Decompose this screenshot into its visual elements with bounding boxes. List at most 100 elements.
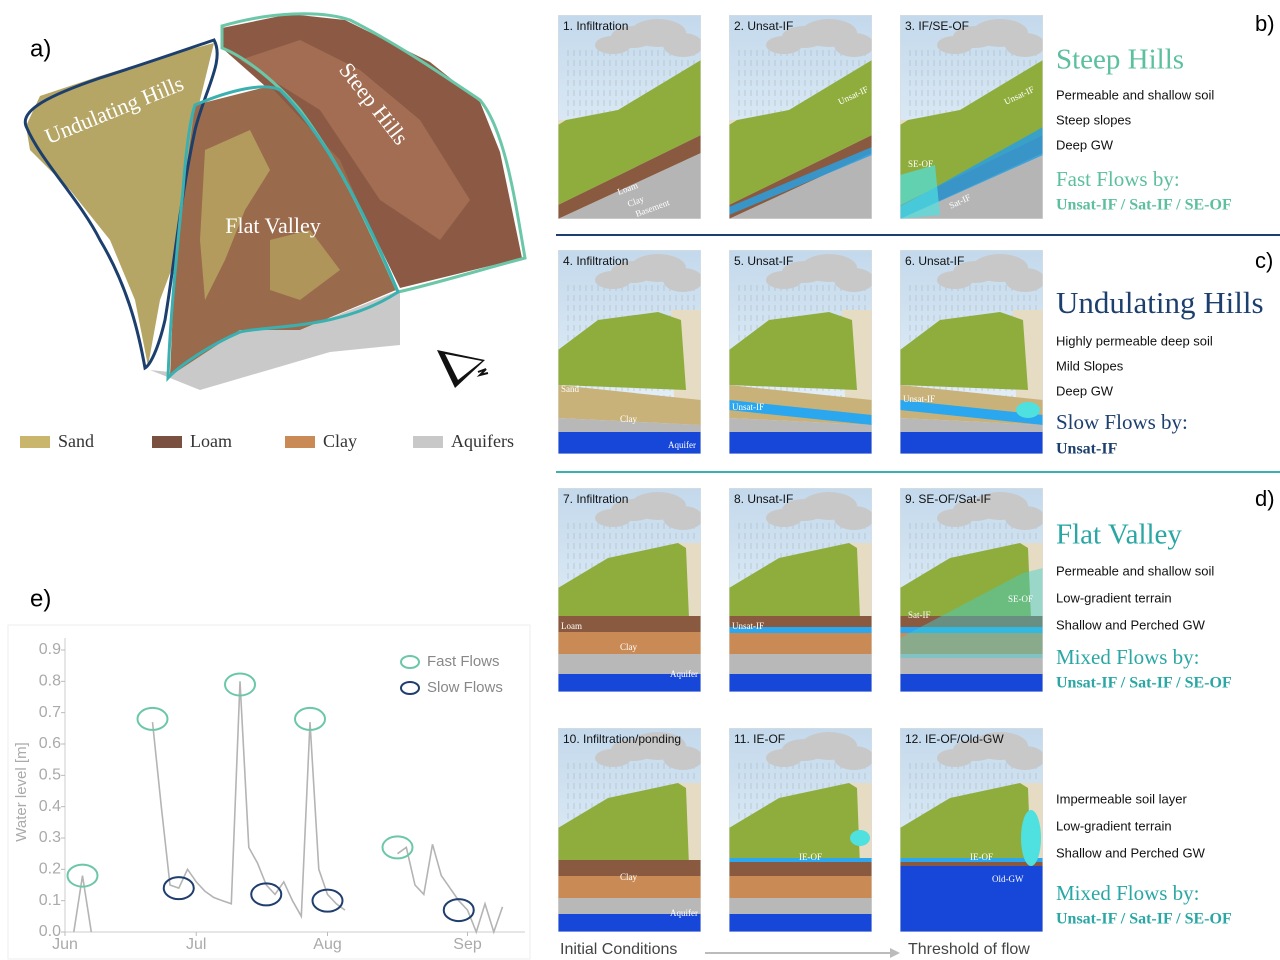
flows: Unsat-IF (1056, 441, 1118, 458)
process-panel: 10. Infiltration/ponding Clay Aquifer (558, 728, 701, 932)
cloud (663, 746, 701, 770)
cloud (937, 36, 973, 54)
sand-layer (558, 385, 701, 425)
property: Highly permeable deep soil (1056, 333, 1213, 348)
y-tick-label: 0.1 (39, 892, 61, 909)
panel-title: 6. Unsat-IF (905, 254, 964, 268)
cloud (595, 749, 631, 767)
cloud (595, 509, 631, 527)
process-panel: 6. Unsat-IF Unsat-IF (900, 250, 1043, 454)
hill (558, 543, 689, 618)
cloud (766, 509, 802, 527)
hill (900, 312, 1028, 390)
hill (729, 60, 872, 205)
process-panel: 9. SE-OF/Sat-IF Sat-IF SE-OF (900, 488, 1043, 692)
y-tick-label: 0.9 (39, 641, 61, 658)
flow-label: Clay (620, 872, 637, 882)
ponding (900, 858, 1043, 862)
flow-event-marker (311, 888, 344, 913)
process-panel: 7. Infiltration Loam Clay Aquifer (558, 488, 701, 692)
loam-layer (729, 860, 872, 876)
property: Shallow and Perched GW (1056, 617, 1206, 632)
undulating-terrain (26, 43, 214, 366)
panel-title: 4. Infiltration (563, 254, 628, 268)
cloud (595, 271, 631, 289)
flows-title: Mixed Flows by: (1056, 645, 1200, 669)
steep-outline (220, 12, 527, 294)
water (729, 400, 872, 425)
clay-layer (558, 632, 701, 654)
clay-layer (729, 876, 872, 898)
legend-swatch (285, 436, 315, 448)
seepage (1021, 810, 1041, 866)
legend-label: Sand (58, 431, 94, 451)
property: Steep slopes (1056, 112, 1132, 127)
valley-sand (200, 130, 270, 300)
cloud (766, 749, 802, 767)
flow-label: Clay (620, 414, 637, 424)
aquifer (729, 898, 872, 918)
water (900, 400, 1043, 425)
north-arrow-inner (445, 354, 482, 380)
flow-event-marker (381, 835, 414, 860)
valley-outline (166, 85, 400, 382)
legend-label: Aquifers (451, 431, 514, 451)
cloud (1005, 506, 1043, 530)
flows: Unsat-IF / Sat-IF / SE-OF (1056, 911, 1232, 928)
flows-title: Fast Flows by: (1056, 167, 1180, 191)
legend-label: Clay (323, 431, 357, 451)
legend-swatch (413, 436, 443, 448)
seepage (1016, 402, 1040, 418)
terrain-map (23, 12, 527, 390)
flow-event-marker (250, 882, 283, 907)
panel-label: b) (1255, 11, 1275, 36)
property: Permeable and shallow soil (1056, 87, 1214, 102)
loam-layer (558, 135, 701, 219)
chart-frame (7, 624, 531, 960)
hill (900, 543, 1031, 618)
y-tick-label: 0.0 (39, 923, 61, 940)
flow-label: Aquifer (668, 440, 696, 450)
property: Shallow and Perched GW (1056, 845, 1206, 860)
groundwater (729, 914, 872, 932)
process-panel: 4. Infiltration Sand Clay Aquifer (558, 250, 701, 454)
valley-sand (270, 230, 340, 300)
panel-title: 8. Unsat-IF (734, 492, 793, 506)
clay-layer (900, 632, 1043, 654)
region-label: Flat Valley (225, 213, 321, 238)
hill (558, 312, 686, 390)
panel-label: e) (30, 585, 51, 612)
flow-label: IE-OF (799, 852, 822, 862)
panel-label: c) (1255, 248, 1273, 273)
groundwater (729, 432, 872, 454)
region-title: Flat Valley (1056, 519, 1182, 551)
process-panel: 5. Unsat-IF Unsat-IF (729, 250, 872, 454)
hill (729, 783, 860, 866)
flows-title: Slow Flows by: (1056, 410, 1188, 434)
hill (729, 312, 857, 390)
flow-event-marker (294, 706, 326, 731)
cloud (937, 509, 973, 527)
map-base (150, 290, 400, 390)
cloud (834, 506, 872, 530)
flow-label: Old-GW (992, 874, 1024, 884)
process-panel: 11. IE-OF IE-OF (729, 728, 872, 932)
legend-label: Fast Flows (427, 653, 500, 670)
cloud (663, 33, 701, 57)
cloud (834, 746, 872, 770)
y-axis-label: Water level [m] (13, 742, 30, 841)
water-level-line (73, 681, 504, 935)
panel-title: 7. Infiltration (563, 492, 628, 506)
y-tick-label: 0.8 (39, 673, 61, 690)
basement (558, 153, 701, 219)
property: Impermeable soil layer (1056, 791, 1187, 806)
panel-title: 2. Unsat-IF (734, 19, 793, 33)
cloud (663, 268, 701, 292)
hill (729, 543, 860, 618)
seepage (900, 165, 940, 219)
property: Low-gradient terrain (1056, 818, 1172, 833)
flow-label: Sat-IF (908, 610, 931, 620)
property: Low-gradient terrain (1056, 590, 1172, 605)
